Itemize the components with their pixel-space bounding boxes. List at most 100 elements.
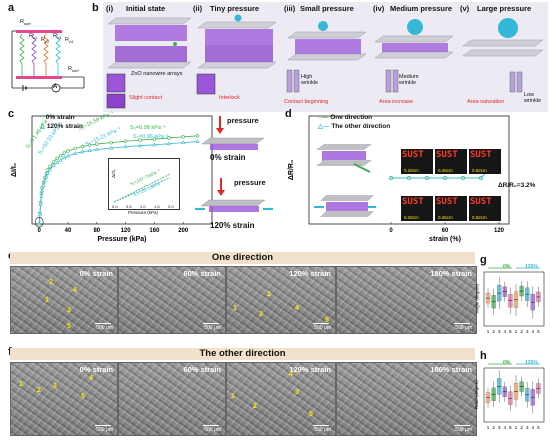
- chart-c-point-0-10: [51, 160, 56, 164]
- chart-c-point-0-20: [123, 139, 128, 143]
- display-photo-6: SUST 0.62cm: [469, 196, 501, 221]
- stage-1-number: (i): [106, 4, 114, 13]
- pressure-illustration-0: [201, 116, 265, 150]
- pressure-illustration-120: [195, 178, 273, 212]
- resistor-c2-label: Rc2: [41, 37, 50, 45]
- chart-d-annotation: ΔR/R₀=3.2%: [498, 182, 536, 189]
- chart-d-legend-1: △— The other direction: [318, 123, 391, 130]
- readout-6: 0.62cm: [472, 215, 487, 220]
- panel-label-d: d: [285, 108, 292, 120]
- inset-xtick-3: 1.5: [154, 204, 160, 209]
- chart-c-inset: [108, 158, 180, 210]
- strain0-label: 0% strain: [210, 153, 246, 162]
- box-h-xtick-7: 3: [526, 425, 529, 430]
- medium-wrinkle-label: Medium wrinkle: [399, 74, 419, 86]
- pressure-response-chart: 0 40 80 120 160 200 Pressure (kPa) ΔI/I₀: [11, 115, 213, 243]
- box-g-xtick-9: 5: [537, 329, 540, 334]
- chart-c-point-1-1: [37, 211, 42, 216]
- chart-c-point-0-18: [95, 142, 99, 146]
- box-h-xtick-8: 4: [532, 425, 535, 430]
- box-g-xtick-0: 1: [487, 329, 490, 334]
- box-g-xtick-7: 3: [526, 329, 529, 334]
- readout-4: 0.28cm: [404, 215, 419, 220]
- sem-image-f-60: 60% strain 500 μm: [118, 362, 226, 436]
- stage-2-title: Tiny pressure: [210, 4, 260, 13]
- readout-1: 0.28cm: [404, 168, 419, 173]
- area-increase-label: Area increase: [379, 99, 413, 105]
- stage-4-sandwich: [374, 19, 454, 59]
- chart-c-point-0-12: [59, 153, 63, 158]
- chart-c-point-0-11: [55, 156, 59, 160]
- stage-5-number: (v): [460, 4, 470, 13]
- panel-label-g: g: [480, 254, 487, 266]
- chart-c-point-1-6: [42, 178, 47, 183]
- mechanism-illustration: [106, 14, 544, 109]
- s3-label-120: S₃=0.96 kPa⁻¹: [133, 134, 169, 140]
- display-photo-3: SUST 0.62cm: [469, 149, 501, 174]
- panel-f-banner: The other direction: [10, 348, 475, 360]
- chart-d-point-1-5: [478, 175, 484, 180]
- chart-c-legend-1: △ 120% strain: [40, 123, 83, 130]
- display-photo-4: SUST 0.28cm: [401, 196, 433, 221]
- stage-1-title: Initial state: [126, 4, 166, 13]
- chart-c-xtick-label-5: 200: [178, 228, 189, 234]
- readout-3: 0.62cm: [472, 168, 487, 173]
- display-text-3: SUST: [470, 150, 492, 160]
- box-h-xtick-4: 5: [509, 425, 512, 430]
- chart-c-point-0-13: [62, 151, 67, 155]
- chart-c-xtick-label-1: 40: [65, 228, 72, 234]
- chart-c-ylabel: ΔI/I₀: [11, 163, 18, 177]
- chart-d-ylabel: ΔR/R₀: [288, 160, 295, 180]
- stage-3-number: (iii): [284, 4, 296, 13]
- sem-image-e-180: 180% strain 500 μm: [336, 266, 477, 334]
- box-h-xtick-9: 5: [537, 425, 540, 430]
- inset-xtick-4: 2.0: [168, 204, 174, 209]
- chart-c-point-1-3: [39, 193, 44, 198]
- chart-d-xtick-label-0: 0: [389, 228, 393, 234]
- circuit-diagram: [11, 30, 85, 93]
- panel-label-a: a: [8, 2, 15, 14]
- box-h-xtick-1: 2: [492, 425, 495, 430]
- chart-c-point-0-22: [152, 137, 157, 141]
- chart-c-point-0-24: [181, 135, 185, 139]
- box-h-ylabel: Ratio (degree): [473, 380, 479, 409]
- inset-xlabel: Pressure (kPa): [128, 210, 159, 215]
- chart-d-point-1-2: [424, 175, 430, 180]
- box-g-xtick-8: 4: [532, 329, 535, 334]
- panel-e-banner: One direction: [10, 252, 475, 264]
- box-h-frame: [483, 367, 545, 423]
- inset-xtick-2: 1.0: [140, 204, 146, 209]
- box-g-ylabel: Angle (degree): [474, 283, 480, 314]
- chart-d-xtick-label-2: 120: [494, 228, 505, 234]
- chart-c-frame: [31, 115, 213, 225]
- chart-d-xlabel: strain (%): [429, 236, 461, 243]
- resistor-c1-label: Rc1: [29, 33, 38, 41]
- resistor-c4-label: Rc4: [65, 37, 74, 45]
- readout-5: 0.45cm: [438, 215, 453, 220]
- s3-label-0: S₃=0.98 kPa⁻¹: [130, 125, 166, 131]
- stage-2-number: (ii): [193, 4, 203, 13]
- box-h-legend-1: 120%: [525, 360, 538, 366]
- chart-d-point-1-1: [406, 175, 412, 180]
- chart-c-point-1-11: [55, 160, 60, 164]
- chart-c-point-1-20: [123, 144, 128, 149]
- contact-beginning-label: Contact beginning: [284, 99, 329, 105]
- box-h-xtick-5: 1: [515, 425, 518, 430]
- chart-c-xtick-label-2: 80: [93, 228, 100, 234]
- box-g-xtick-2: 3: [498, 329, 501, 334]
- panel-label-c: c: [8, 108, 15, 120]
- inset-ylabel: ΔI/I₀: [110, 169, 116, 178]
- resistor-c3-label: Rc3: [53, 33, 62, 41]
- chart-d-frame: [308, 115, 510, 225]
- ammeter-icon: A: [53, 84, 58, 90]
- stage-3-sandwich: [287, 21, 367, 61]
- sem-image-f-180: 180% strain 500 μm: [336, 362, 477, 436]
- chart-c-point-0-15: [73, 146, 77, 151]
- panel-label-f: f: [8, 346, 12, 358]
- stage-2-sandwich: [197, 14, 277, 69]
- display-text-4: SUST: [402, 197, 424, 207]
- chart-c-point-1-25: [195, 139, 200, 143]
- interlock-label: Interlock: [219, 95, 240, 101]
